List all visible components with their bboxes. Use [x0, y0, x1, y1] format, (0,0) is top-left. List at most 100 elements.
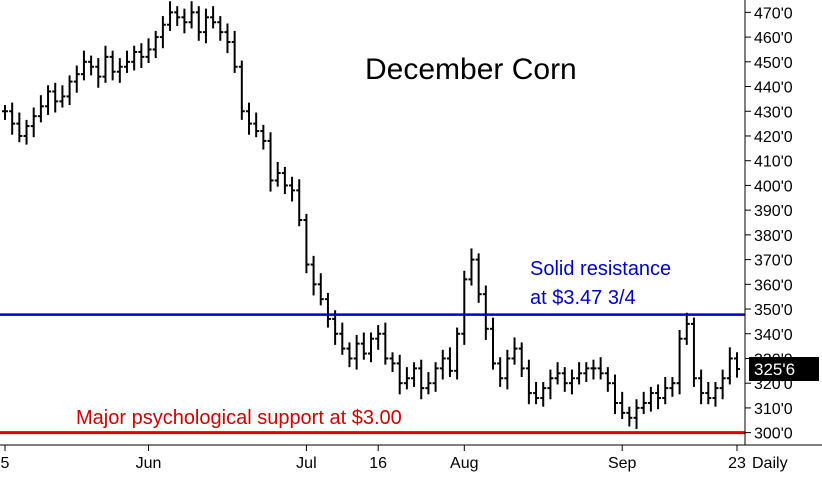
- price-bar: [389, 352, 396, 373]
- price-bar: [547, 369, 554, 400]
- price-bar: [640, 391, 647, 415]
- support-annotation: Major psychological support at $3.00: [76, 407, 402, 429]
- price-bar: [217, 16, 224, 41]
- price-bar: [511, 337, 518, 365]
- chart-title: December Corn: [365, 53, 577, 86]
- price-bar: [45, 85, 52, 115]
- price-bar: [296, 179, 303, 227]
- price-bar: [446, 347, 453, 378]
- price-bar: [461, 270, 468, 345]
- y-tick-label: 450'0: [754, 55, 793, 72]
- price-bar: [568, 369, 575, 395]
- y-tick-label: 310'0: [754, 401, 793, 418]
- price-bar: [9, 102, 16, 135]
- price-bar: [726, 347, 733, 385]
- price-bar: [274, 161, 281, 187]
- price-bar: [662, 377, 669, 405]
- price-bar: [145, 38, 152, 64]
- price-bar: [518, 342, 525, 378]
- x-tick-label: 23: [728, 455, 746, 472]
- price-bar: [23, 119, 30, 145]
- y-tick-label: 470'0: [754, 5, 793, 22]
- price-bar: [655, 384, 662, 410]
- price-bar: [669, 377, 676, 397]
- price-bar: [525, 359, 532, 405]
- x-tick-label: Sep: [608, 455, 637, 472]
- y-tick-label: 340'0: [754, 327, 793, 344]
- x-tick-label: Aug: [450, 455, 478, 472]
- price-bar: [676, 330, 683, 395]
- price-bar: [411, 362, 418, 387]
- price-bar: [475, 253, 482, 303]
- price-bar: [454, 327, 461, 380]
- x-tick-label: Jun: [136, 455, 162, 472]
- x-tick-label: Jul: [296, 455, 316, 472]
- price-bar: [690, 317, 697, 387]
- price-bar: [260, 124, 267, 150]
- y-tick-label: 420'0: [754, 129, 793, 146]
- y-tick-label: 350'0: [754, 302, 793, 319]
- price-bar: [88, 55, 95, 76]
- price-bar: [604, 367, 611, 392]
- price-bar: [210, 6, 217, 29]
- price-bar: [138, 43, 145, 68]
- price-bar: [152, 30, 159, 59]
- price-bar: [360, 332, 367, 360]
- price-bar: [37, 95, 44, 123]
- price-bar: [705, 381, 712, 405]
- price-bar: [95, 58, 102, 88]
- price-bar: [131, 45, 138, 71]
- price-bar: [533, 381, 540, 405]
- price-bar: [619, 391, 626, 420]
- y-tick-label: 460'0: [754, 30, 793, 47]
- price-bar: [332, 310, 339, 345]
- price-bar: [425, 372, 432, 395]
- price-bar: [317, 273, 324, 306]
- price-bar: [16, 112, 23, 143]
- price-bar: [324, 292, 331, 328]
- price-bar: [159, 16, 166, 49]
- price-bar: [310, 255, 317, 296]
- y-tick-label: 400'0: [754, 178, 793, 195]
- price-bar: [167, 1, 174, 31]
- price-bar: [73, 65, 80, 93]
- price-bar: [504, 349, 511, 390]
- price-bar: [246, 102, 252, 135]
- price-bar: [375, 325, 382, 350]
- price-bar: [281, 166, 288, 195]
- x-tick-label: 16: [369, 455, 387, 472]
- x-tick-label: 5: [1, 455, 10, 472]
- price-bar: [2, 105, 8, 120]
- price-bar: [626, 406, 633, 427]
- price-bar: [482, 285, 489, 340]
- resistance-annotation-line2: at $3.47 3/4: [530, 287, 636, 309]
- price-bar: [396, 354, 403, 395]
- price-bar: [554, 362, 561, 385]
- price-bar: [382, 322, 389, 365]
- price-bar: [698, 369, 705, 405]
- price-bar: [30, 107, 37, 138]
- price-bar: [540, 381, 547, 407]
- price-bar: [66, 75, 73, 106]
- resistance-annotation-line1: Solid resistance: [530, 258, 671, 280]
- price-bar: [576, 362, 583, 385]
- x-ticks-group: 5 Jun Jul 16 Aug Sep 23: [1, 445, 746, 472]
- price-bar: [647, 386, 654, 412]
- price-bar: [202, 8, 209, 44]
- price-bar: [102, 45, 109, 83]
- price-bar: [346, 342, 353, 368]
- price-bar: [181, 8, 188, 34]
- price-bar: [583, 362, 590, 382]
- y-tick-label: 370'0: [754, 253, 793, 270]
- y-tick-label: 410'0: [754, 154, 793, 171]
- price-bar: [719, 369, 726, 400]
- price-bar: [238, 60, 245, 120]
- y-tick-label: 300'0: [754, 426, 793, 443]
- price-bar: [590, 359, 597, 380]
- price-bar: [497, 357, 504, 387]
- price-bar: [289, 176, 296, 202]
- price-bar: [59, 85, 66, 108]
- price-bar: [124, 50, 130, 73]
- price-bar: [490, 317, 496, 370]
